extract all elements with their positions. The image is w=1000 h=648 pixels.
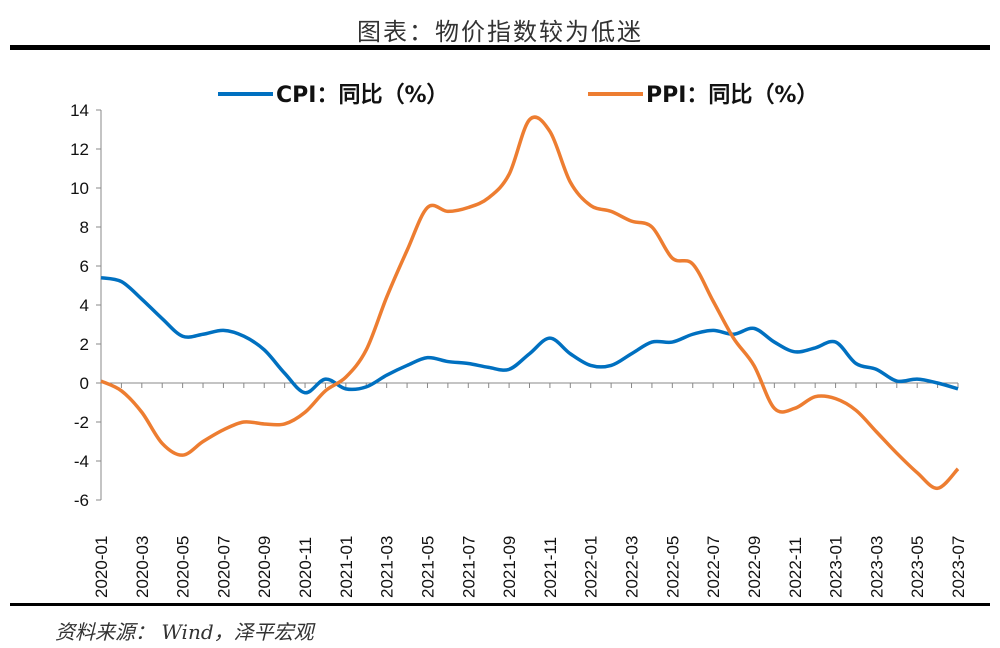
x-tick-label: 2023-03 [867, 536, 886, 598]
x-tick-label: 2022-07 [704, 536, 723, 598]
x-tick-label: 2021-01 [337, 536, 356, 598]
x-tick-label: 2022-11 [786, 537, 805, 598]
x-tick-label: 2020-09 [255, 536, 274, 598]
legend-label: CPI：同比（%） [276, 83, 449, 108]
y-tick-label: 12 [70, 140, 89, 159]
y-tick-label: -2 [74, 413, 89, 432]
y-tick-label: 14 [70, 101, 89, 120]
x-tick-label: 2023-05 [908, 536, 927, 598]
x-tick-label: 2023-07 [949, 536, 968, 598]
x-tick-label: 2022-05 [663, 536, 682, 598]
x-tick-label: 2021-05 [418, 536, 437, 598]
x-tick-label: 2023-01 [827, 536, 846, 598]
x-tick-label: 2020-03 [133, 536, 152, 598]
x-tick-label: 2020-11 [296, 537, 315, 598]
x-tick-label: 2022-09 [745, 536, 764, 598]
legend-label: PPI：同比（%） [646, 83, 818, 108]
chart-title: 图表：物价指数较为低迷 [357, 18, 643, 46]
x-tick-label: 2020-07 [214, 536, 233, 598]
series-line-ppi [100, 115, 960, 491]
x-tick-label: 2022-01 [582, 536, 601, 598]
y-tick-label: 6 [80, 257, 89, 276]
y-tick-label: -4 [74, 452, 89, 471]
y-tick-label: 4 [80, 296, 89, 315]
x-tick-label: 2021-09 [500, 536, 519, 598]
y-tick-label: 10 [70, 179, 89, 198]
y-tick-label: 2 [80, 335, 89, 354]
source-note: 资料来源： Wind，泽平宏观 [55, 620, 314, 644]
series-line-cpi [100, 275, 959, 395]
y-tick-label: 8 [80, 218, 89, 237]
y-tick-label: 0 [80, 374, 89, 393]
x-tick-label: 2022-03 [623, 536, 642, 598]
x-tick-label: 2020-05 [174, 536, 193, 598]
x-tick-label: 2021-11 [541, 537, 560, 598]
top-rule [10, 45, 990, 50]
x-tick-label: 2020-01 [92, 536, 111, 598]
y-tick-label: -6 [74, 491, 89, 510]
bottom-rule [10, 603, 990, 606]
x-tick-label: 2021-07 [459, 536, 478, 598]
x-tick-label: 2021-03 [378, 536, 397, 598]
